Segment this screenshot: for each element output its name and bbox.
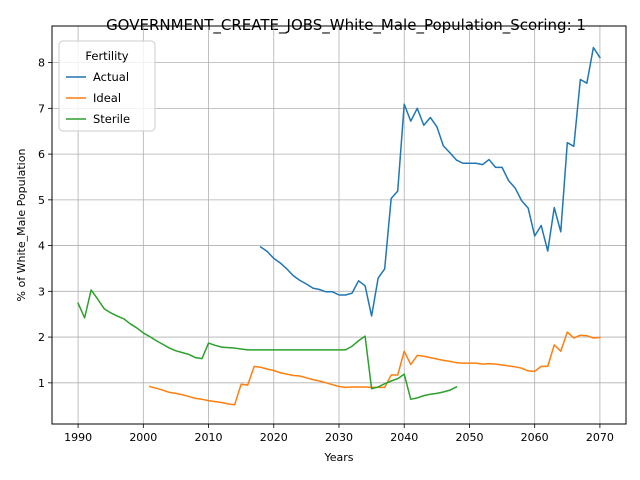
x-tick-label: 2060 (521, 431, 549, 444)
y-axis: 1 2 3 4 5 6 7 8 (38, 57, 52, 390)
series-line-actual (259, 46, 601, 317)
x-tick-label: 1990 (64, 431, 92, 444)
gridlines (52, 26, 626, 424)
legend-label-actual: Actual (93, 70, 129, 84)
legend-title: Fertility (85, 49, 128, 63)
x-axis-label: Years (323, 451, 353, 464)
x-tick-label: 2000 (129, 431, 157, 444)
x-tick-label: 2070 (586, 431, 614, 444)
x-axis: 1990 2000 2010 2020 2030 2040 2050 2060 2070 (64, 424, 614, 444)
x-tick-label: 2050 (455, 431, 483, 444)
y-tick-label: 5 (38, 194, 45, 207)
legend-box (58, 40, 156, 132)
y-tick-label: 6 (38, 148, 45, 161)
legend-label-ideal: Ideal (93, 91, 121, 105)
x-tick-label: 2020 (260, 431, 288, 444)
x-tick-label: 2010 (195, 431, 223, 444)
y-tick-label: 2 (38, 331, 45, 344)
y-tick-label: 3 (38, 285, 45, 298)
series-line-sterile (77, 289, 458, 401)
series-layer (77, 46, 601, 406)
y-tick-label: 4 (38, 240, 45, 253)
x-tick-label: 2040 (390, 431, 418, 444)
legend-label-sterile: Sterile (93, 112, 130, 126)
y-axis-label: % of White_Male Population (15, 149, 28, 302)
x-tick-label: 2030 (325, 431, 353, 444)
y-tick-label: 1 (38, 377, 45, 390)
legend: Fertility Actual Ideal Sterile (58, 40, 156, 132)
y-tick-label: 7 (38, 102, 45, 115)
y-tick-label: 8 (38, 57, 45, 70)
